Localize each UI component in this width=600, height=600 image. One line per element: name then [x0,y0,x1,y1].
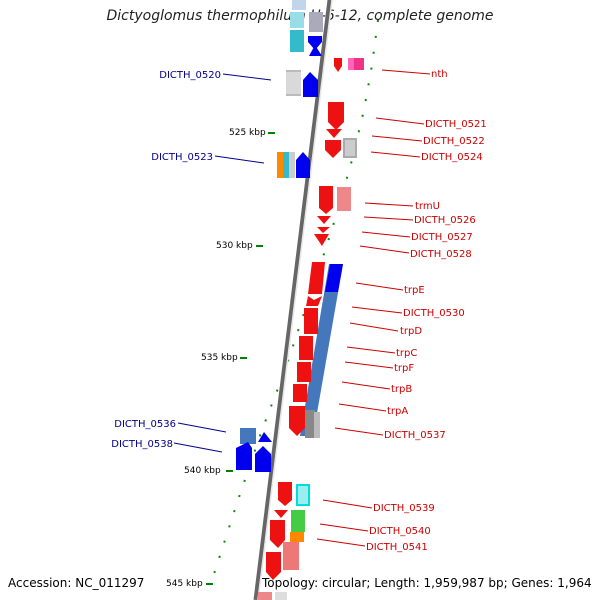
gene-label-right[interactable]: DICTH_0537 [384,430,446,441]
gene-label-left[interactable]: DICTH_0523 [151,152,213,163]
scale-ticks [206,132,275,585]
scale-tick-525 [268,132,275,134]
gene-label-left[interactable]: DICTH_0538 [111,439,173,450]
gene-label-right[interactable]: DICTH_0528 [410,249,472,260]
gene-block-trp [289,262,343,438]
gene-label-right[interactable]: DICTH_0524 [421,152,483,163]
gene-block-0536 [236,428,272,472]
gene-label-right[interactable]: DICTH_0527 [411,232,473,243]
gene-label-right[interactable]: DICTH_0530 [403,308,465,319]
scale-label: 545 kbp [166,579,203,589]
genome-backbone [253,0,333,600]
topology-text: Topology: circular; Length: 1,959,987 bp… [262,576,592,590]
gene-label-right[interactable]: trpD [400,326,422,337]
gene-label-right[interactable]: trpA [387,406,408,417]
gene-block-top [290,0,323,56]
gene-label-right[interactable]: DICTH_0522 [423,136,485,147]
gene-label-right[interactable]: trpF [394,363,414,374]
scale-tick-530 [256,245,263,247]
gene-block-0523 [277,152,310,178]
scale-label: 525 kbp [229,128,266,138]
scale-tick-540 [226,470,233,472]
scale-label: 530 kbp [216,241,253,251]
scale-label: 535 kbp [201,353,238,363]
gene-block-0520 [286,58,364,97]
gene-label-right[interactable]: DICTH_0540 [369,526,431,537]
gene-label-right[interactable]: trpB [391,384,412,395]
scale-tick-545 [206,583,213,585]
gene-block-0521 [325,102,357,158]
gene-block-0539 [258,482,310,600]
gene-block-trmU [314,186,351,246]
scale-tick-535 [240,357,247,359]
gene-label-right[interactable]: DICTH_0539 [373,503,435,514]
gene-label-right[interactable]: DICTH_0526 [414,215,476,226]
gene-label-right[interactable]: trpE [404,285,425,296]
accession-text: Accession: NC_011297 [8,576,145,590]
gene-label-right[interactable]: nth [431,69,448,80]
left-leader-lines [173,73,272,453]
gene-label-right[interactable]: DICTH_0541 [366,542,428,553]
gene-label-left[interactable]: DICTH_0536 [114,419,176,430]
right-leader-lines [316,69,431,547]
gene-label-right[interactable]: trpC [396,348,417,359]
gene-label-right[interactable]: trmU [415,201,440,212]
scale-label: 540 kbp [184,466,221,476]
gene-label-right[interactable]: DICTH_0521 [425,119,487,130]
gene-label-left[interactable]: DICTH_0520 [159,70,221,81]
